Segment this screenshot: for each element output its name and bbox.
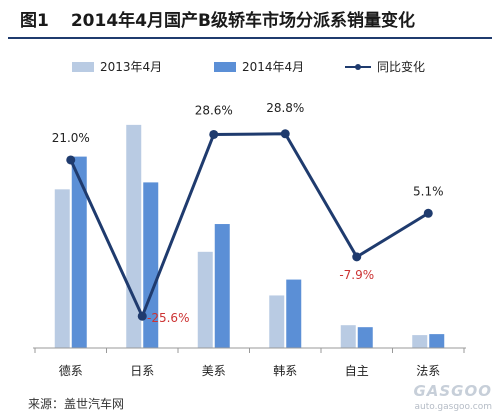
bar-2014 xyxy=(286,279,302,348)
yoy-data-label: 5.1% xyxy=(413,184,444,198)
yoy-data-label: 28.6% xyxy=(195,103,233,117)
bar-2013 xyxy=(412,335,428,348)
bar-2014 xyxy=(214,224,230,348)
bar-2014 xyxy=(357,327,373,348)
bar-2013 xyxy=(340,325,356,348)
legend-swatch xyxy=(72,62,94,72)
yoy-data-label: 28.8% xyxy=(266,101,304,115)
title-divider xyxy=(8,37,492,39)
yoy-point xyxy=(352,252,362,262)
figure-number: 图1 xyxy=(20,11,49,31)
chart-title-text: 2014年4月国产B级轿车市场分派系销量变化 xyxy=(70,11,415,31)
chart-title: 图1 2014年4月国产B级轿车市场分派系销量变化 xyxy=(20,6,490,34)
yoy-point xyxy=(137,311,147,321)
bar-2013 xyxy=(54,189,70,348)
x-tick-label: 日系 xyxy=(130,364,154,378)
x-tick-label: 法系 xyxy=(416,364,440,378)
x-tick-label: 韩系 xyxy=(273,363,297,378)
yoy-data-label: 21.0% xyxy=(52,131,90,145)
watermark-url: auto.gasgoo.com xyxy=(414,402,492,412)
watermark: GASGOO auto.gasgoo.com xyxy=(382,382,492,412)
yoy-point xyxy=(280,129,290,139)
yoy-point xyxy=(209,129,219,139)
bar-2014 xyxy=(71,156,87,348)
x-tick-label: 美系 xyxy=(202,364,226,378)
bar-2014 xyxy=(429,334,445,348)
legend-label: 同比变化 xyxy=(377,59,425,74)
x-tick-label: 德系 xyxy=(59,363,83,378)
yoy-data-label: -7.9% xyxy=(339,268,374,282)
legend-swatch xyxy=(214,62,236,72)
yoy-point xyxy=(423,208,433,218)
yoy-data-label: -25.6% xyxy=(147,311,189,325)
yoy-change-line xyxy=(69,132,430,318)
legend-label: 2014年4月 xyxy=(242,60,304,74)
bar-2013 xyxy=(197,251,213,348)
legend-line-marker xyxy=(355,64,361,70)
watermark-logo: GASGOO xyxy=(413,382,492,400)
bar-2013 xyxy=(269,295,285,348)
legend-label: 2013年4月 xyxy=(100,60,162,74)
yoy-point xyxy=(66,155,76,165)
source-note: 来源：盖世汽车网 xyxy=(28,397,125,411)
x-tick-label: 自主 xyxy=(345,364,369,378)
